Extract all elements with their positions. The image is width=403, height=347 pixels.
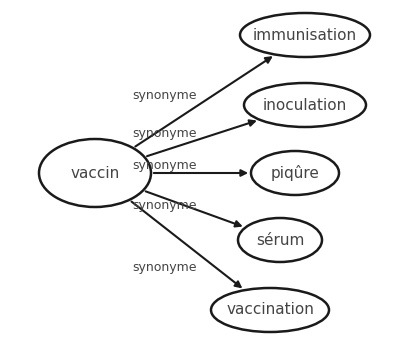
Text: inoculation: inoculation xyxy=(263,98,347,112)
Text: vaccination: vaccination xyxy=(226,303,314,318)
Text: piqûre: piqûre xyxy=(270,165,320,181)
Text: synonyme: synonyme xyxy=(133,198,197,212)
Text: synonyme: synonyme xyxy=(133,262,197,274)
Text: sérum: sérum xyxy=(256,232,304,247)
Text: synonyme: synonyme xyxy=(133,127,197,139)
Text: vaccin: vaccin xyxy=(71,166,120,180)
Text: synonyme: synonyme xyxy=(133,88,197,102)
Text: synonyme: synonyme xyxy=(133,159,197,171)
Text: immunisation: immunisation xyxy=(253,27,357,42)
